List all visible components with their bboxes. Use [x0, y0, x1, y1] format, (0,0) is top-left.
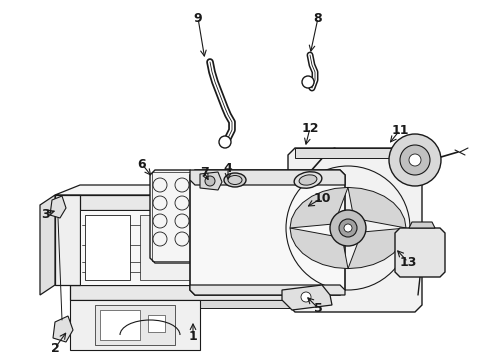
Polygon shape: [348, 228, 406, 269]
Ellipse shape: [294, 172, 322, 188]
Circle shape: [339, 219, 357, 237]
Polygon shape: [53, 316, 73, 342]
Text: 2: 2: [50, 342, 59, 355]
Text: 12: 12: [301, 122, 319, 135]
Polygon shape: [290, 228, 348, 269]
Polygon shape: [50, 196, 66, 218]
Polygon shape: [80, 210, 285, 285]
Polygon shape: [409, 222, 435, 228]
Circle shape: [302, 76, 314, 88]
Circle shape: [344, 224, 352, 232]
Text: 9: 9: [194, 12, 202, 24]
Text: 11: 11: [391, 123, 409, 136]
Circle shape: [205, 176, 215, 186]
Ellipse shape: [299, 175, 317, 185]
Polygon shape: [288, 148, 422, 312]
Polygon shape: [55, 195, 285, 210]
Polygon shape: [55, 195, 80, 285]
Circle shape: [389, 134, 441, 186]
Polygon shape: [70, 275, 320, 285]
Text: 8: 8: [314, 12, 322, 24]
Circle shape: [409, 154, 421, 166]
Circle shape: [330, 210, 366, 246]
Polygon shape: [95, 305, 175, 345]
Text: 13: 13: [399, 256, 416, 269]
Text: 1: 1: [189, 329, 197, 342]
Text: 10: 10: [313, 192, 331, 204]
Polygon shape: [290, 188, 348, 228]
Text: 5: 5: [314, 302, 322, 315]
Text: 4: 4: [223, 162, 232, 175]
Polygon shape: [55, 185, 300, 195]
Circle shape: [219, 136, 231, 148]
Polygon shape: [140, 215, 200, 280]
Ellipse shape: [224, 173, 246, 187]
Polygon shape: [100, 310, 140, 340]
Polygon shape: [85, 215, 130, 280]
Text: 7: 7: [199, 166, 208, 179]
Polygon shape: [200, 172, 222, 190]
Polygon shape: [295, 148, 415, 158]
Polygon shape: [190, 170, 345, 295]
Polygon shape: [348, 188, 406, 228]
Circle shape: [400, 145, 430, 175]
Polygon shape: [285, 185, 305, 285]
Polygon shape: [190, 285, 345, 295]
Polygon shape: [395, 228, 445, 277]
Polygon shape: [150, 170, 195, 263]
Text: 6: 6: [138, 158, 147, 171]
Polygon shape: [70, 300, 305, 308]
Text: 3: 3: [41, 207, 49, 220]
Polygon shape: [190, 170, 345, 185]
Polygon shape: [70, 300, 200, 350]
Polygon shape: [40, 195, 55, 295]
Circle shape: [301, 292, 311, 302]
Polygon shape: [148, 315, 165, 332]
Polygon shape: [70, 285, 305, 300]
Polygon shape: [282, 285, 332, 310]
